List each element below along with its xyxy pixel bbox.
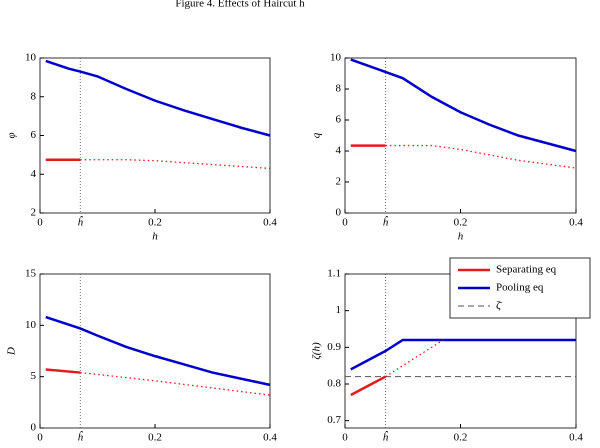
y-tick-label: 0.8 [327, 378, 341, 390]
x-axis-label: h [458, 231, 464, 243]
x-tick-label: 0.4 [263, 432, 277, 444]
x-tick-label: ĥ [78, 216, 84, 229]
x-tick-label: 0.2 [454, 432, 468, 444]
series-line [350, 58, 577, 153]
y-tick-label: 10 [25, 319, 37, 331]
y-tick-label: 6 [336, 114, 342, 126]
legend-label: Pooling eq [496, 282, 544, 294]
x-tick-label: 0 [342, 217, 348, 229]
x-tick-label: 0.2 [148, 432, 162, 444]
y-tick-label: 4 [31, 168, 37, 180]
y-tick-label: 5 [31, 370, 37, 382]
x-tick-label: ĥ [78, 431, 84, 444]
y-tick-label: 1 [336, 304, 342, 316]
x-tick-label: 0.4 [569, 217, 583, 229]
series-line [350, 338, 576, 371]
x-axis-label: h [152, 231, 158, 243]
plot-area [39, 273, 271, 429]
series-line [80, 371, 271, 396]
series-line [45, 315, 271, 387]
y-tick-label: 0 [31, 422, 37, 434]
legend-label: ζ̄ [496, 300, 503, 312]
y-axis-label: q [311, 132, 323, 138]
series-line [45, 368, 81, 374]
legend-label: Separating eq [496, 264, 557, 276]
series-line [385, 144, 577, 169]
y-tick-label: 6 [31, 129, 37, 141]
y-tick-label: 1.1 [327, 268, 341, 280]
y-tick-label: 4 [336, 145, 342, 157]
y-tick-label: 0.7 [327, 414, 341, 426]
y-tick-label: 8 [31, 90, 37, 102]
x-tick-label: 0 [37, 217, 43, 229]
y-tick-label: 2 [31, 207, 37, 219]
y-tick-label: 10 [25, 52, 37, 64]
series-line [350, 375, 387, 397]
x-tick-label: 0 [342, 432, 348, 444]
y-tick-label: 15 [25, 268, 37, 280]
x-tick-label: 0.2 [148, 217, 162, 229]
y-tick-label: 0 [336, 207, 342, 219]
y-axis-label: φ [6, 132, 18, 138]
y-tick-label: 8 [336, 83, 342, 95]
y-axis-label: ζ(h) [311, 342, 323, 360]
y-tick-label: 0.9 [327, 341, 341, 353]
x-tick-label: 0.2 [454, 217, 468, 229]
figure-title: Figure 4. Effects of Haircut h [175, 0, 305, 10]
x-tick-label: 0.4 [569, 432, 583, 444]
y-tick-label: 2 [336, 176, 342, 188]
plot-area [39, 57, 271, 214]
x-tick-label: 0 [37, 432, 43, 444]
series-line [45, 59, 271, 137]
y-axis-label: D [6, 347, 18, 356]
x-tick-label: ĥ [383, 431, 389, 444]
x-tick-label: ĥ [383, 216, 389, 229]
plot-area [344, 57, 577, 214]
x-tick-label: 0.4 [263, 217, 277, 229]
y-tick-label: 10 [330, 52, 342, 64]
